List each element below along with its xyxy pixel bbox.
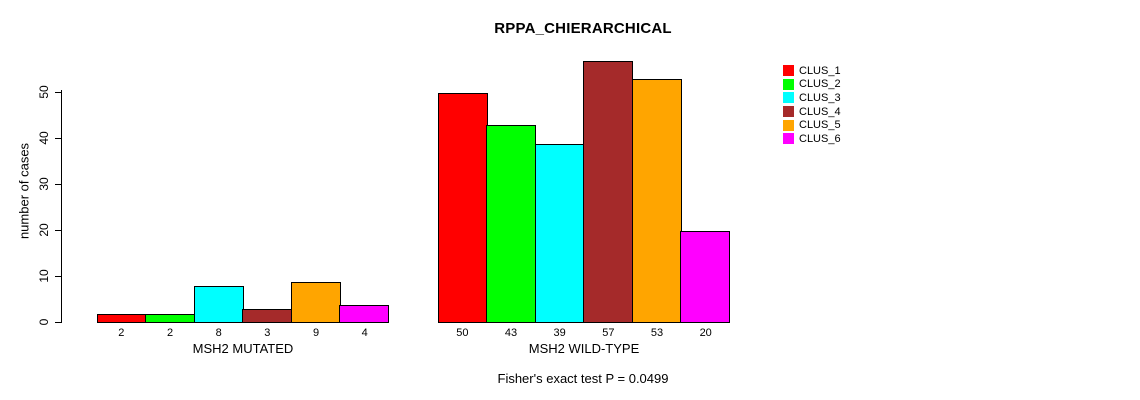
legend-label: CLUS_5 [799, 119, 841, 132]
bar-value-label: 43 [504, 327, 518, 339]
legend: CLUS_1 CLUS_2 CLUS_3 CLUS_4 CLUS_5 CLUS_6 [783, 64, 841, 146]
y-tick-label: 50 [37, 85, 51, 99]
legend-swatch [783, 133, 794, 145]
legend-item-clus_4: CLUS_4 [783, 105, 841, 119]
legend-label: CLUS_1 [799, 64, 841, 77]
bar-clus_1 [97, 313, 147, 323]
bar-group-msh2-mutated [97, 0, 390, 323]
y-tick-mark [55, 137, 62, 139]
bar-value-label: 53 [650, 327, 664, 339]
legend-item-clus_6: CLUS_6 [783, 132, 841, 146]
y-axis-line [61, 90, 63, 323]
bar-value-label: 50 [456, 327, 469, 339]
bar-clus_5 [631, 79, 682, 323]
bar-value-label: 20 [699, 327, 712, 339]
y-tick-mark [55, 275, 62, 277]
x-axis-label-msh2-mutated: MSH2 MUTATED [192, 341, 294, 356]
bar-value-label: 2 [166, 327, 174, 339]
bar-clus_2 [145, 313, 196, 323]
y-tick-mark [55, 321, 62, 323]
bar-clus_4 [583, 60, 634, 323]
y-tick-label: 40 [37, 131, 51, 145]
y-tick-label: 20 [37, 223, 51, 237]
bar-clus_1 [438, 93, 488, 323]
legend-item-clus_2: CLUS_2 [783, 78, 841, 92]
bar-clus_4 [242, 309, 293, 323]
bar-clus_3 [534, 143, 585, 323]
legend-swatch [783, 78, 794, 90]
bar-clus_2 [486, 125, 537, 323]
legend-swatch [783, 119, 794, 131]
y-tick-mark [55, 183, 62, 185]
value-labels-msh2-mutated: 2 2 8 3 9 4 [97, 327, 389, 339]
bar-clus_5 [290, 281, 341, 323]
bar-clus_6 [680, 231, 731, 323]
legend-item-clus_3: CLUS_3 [783, 91, 841, 105]
bar-value-label: 3 [264, 327, 271, 339]
y-axis-label: number of cases [16, 142, 32, 240]
y-tick-label: 30 [37, 177, 51, 191]
bar-value-label: 4 [361, 327, 368, 339]
bar-clus_3 [193, 286, 244, 323]
legend-swatch [783, 106, 794, 118]
legend-label: CLUS_2 [799, 78, 841, 91]
y-tick-label: 0 [37, 318, 51, 326]
bar-value-label: 57 [602, 327, 615, 339]
bar-value-label: 39 [553, 327, 566, 339]
legend-label: CLUS_3 [799, 91, 841, 104]
chart-title: RPPA_CHIERARCHICAL [494, 20, 672, 37]
legend-label: CLUS_4 [799, 105, 841, 118]
bar-value-label: 8 [215, 327, 222, 339]
bar-group-msh2-wild-type [438, 0, 731, 323]
value-labels-msh2-wild-type: 50 43 39 57 53 20 [438, 327, 730, 339]
bar-clus_6 [339, 304, 390, 323]
annotation-fisher-test: Fisher's exact test P = 0.0499 [497, 371, 669, 386]
legend-item-clus_5: CLUS_5 [783, 118, 841, 132]
y-tick-label: 10 [37, 269, 51, 283]
bar-value-label: 9 [312, 327, 320, 339]
legend-label: CLUS_6 [799, 132, 841, 145]
legend-swatch [783, 65, 794, 77]
y-tick-mark [55, 91, 62, 93]
legend-item-clus_1: CLUS_1 [783, 64, 841, 78]
legend-swatch [783, 92, 794, 104]
bar-value-label: 2 [118, 327, 125, 339]
x-axis-label-msh2-wild-type: MSH2 WILD-TYPE [528, 341, 640, 356]
y-tick-mark [55, 229, 62, 231]
